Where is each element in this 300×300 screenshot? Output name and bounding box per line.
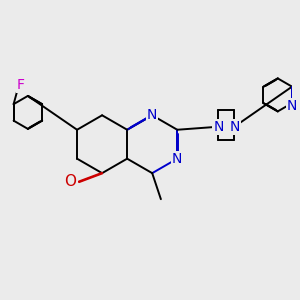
Text: N: N — [172, 152, 182, 166]
Text: N: N — [229, 120, 240, 134]
Text: F: F — [17, 78, 25, 92]
Text: N: N — [287, 99, 297, 113]
Text: N: N — [147, 108, 158, 122]
Text: N: N — [213, 120, 224, 134]
Text: O: O — [64, 174, 76, 189]
